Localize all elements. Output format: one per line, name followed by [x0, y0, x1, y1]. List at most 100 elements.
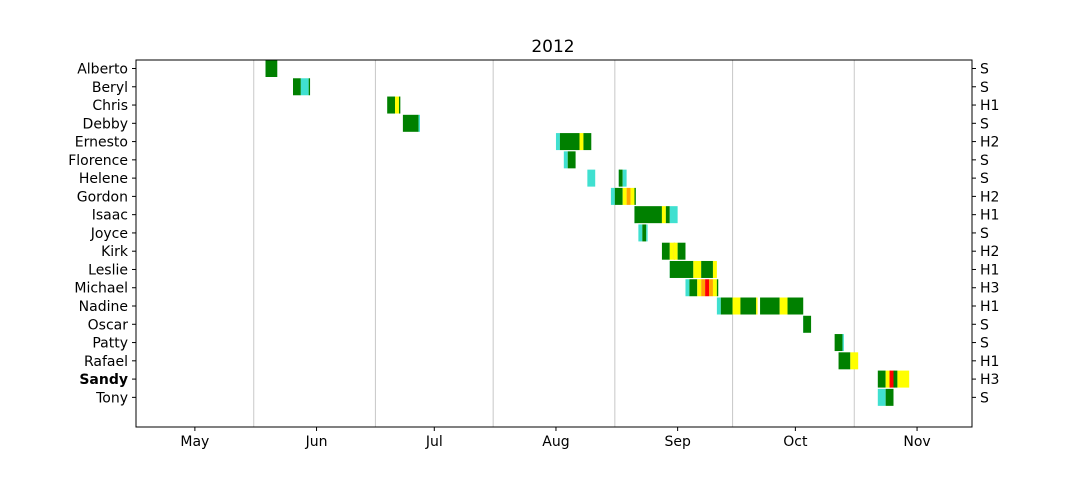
storm-segment — [398, 96, 401, 114]
storm-segment — [265, 60, 278, 77]
vertical-grid — [253, 60, 855, 427]
storm-row-sandy — [877, 370, 910, 388]
storm-row-ernesto — [555, 133, 592, 151]
storm-name-label: Nadine — [79, 299, 128, 315]
storm-segment — [618, 169, 623, 187]
storm-max-category-label: S — [980, 116, 989, 132]
x-tick-label: Jul — [425, 434, 443, 450]
storm-segment — [669, 242, 674, 260]
storm-name-label: Gordon — [77, 189, 128, 205]
storm-name-label: Joyce — [90, 226, 128, 242]
storm-segment — [638, 224, 643, 242]
storm-segment — [834, 334, 843, 352]
storm-segment — [716, 297, 721, 315]
storm-max-category-label: S — [980, 226, 989, 242]
storm-row-florence — [563, 151, 576, 169]
storm-max-category-label: S — [980, 153, 989, 169]
storm-max-category-label: S — [980, 171, 989, 187]
storm-segment — [897, 370, 910, 388]
storm-name-label: Florence — [68, 153, 128, 169]
storm-segment — [877, 370, 886, 388]
storm-segment — [634, 187, 636, 205]
storm-name-label: Debby — [83, 116, 128, 132]
storm-segment — [646, 224, 648, 242]
storm-segment — [630, 187, 635, 205]
storm-segment — [877, 388, 886, 406]
storm-segment — [885, 388, 894, 406]
storm-segment — [626, 187, 631, 205]
storm-max-category-label: H1 — [980, 299, 999, 315]
storm-name-label: Kirk — [101, 244, 129, 260]
storm-row-chris — [387, 96, 401, 114]
storm-segment — [665, 206, 670, 224]
storm-segment — [838, 352, 851, 370]
storm-segment — [716, 279, 719, 297]
x-tick-label: Jun — [305, 434, 328, 450]
storm-segment — [893, 370, 898, 388]
storm-row-beryl — [293, 78, 311, 96]
storm-segment — [779, 297, 788, 315]
storm-segment — [850, 352, 859, 370]
storm-segment — [685, 279, 690, 297]
storm-segment — [842, 334, 844, 352]
storm-name-label: Michael — [74, 281, 128, 297]
storm-name-label: Patty — [92, 336, 128, 352]
storm-name-label: Sandy — [79, 372, 128, 388]
storm-max-category-label: H1 — [980, 354, 999, 370]
x-tick-label: Aug — [542, 434, 569, 450]
storm-segment — [418, 114, 420, 132]
x-tick-label: Nov — [903, 434, 930, 450]
storm-name-label: Ernesto — [75, 135, 128, 151]
storm-name-label: Alberto — [77, 62, 128, 78]
storm-segment — [559, 133, 580, 151]
storm-segment — [701, 260, 713, 278]
storm-segment — [622, 169, 627, 187]
storm-row-joyce — [638, 224, 648, 242]
storm-segment — [709, 279, 713, 297]
storm-name-label: Rafael — [84, 354, 128, 370]
storm-segment — [712, 260, 717, 278]
storm-max-category-label: S — [980, 62, 989, 78]
storm-segment — [885, 370, 890, 388]
storm-row-nadine — [716, 297, 804, 315]
storm-bars — [265, 60, 910, 406]
storm-row-oscar — [803, 315, 812, 333]
storm-segment — [720, 297, 733, 315]
chart-title: 2012 — [531, 37, 574, 57]
storm-segment — [300, 78, 309, 96]
storm-max-category-label: H1 — [980, 98, 999, 114]
storm-max-category-label: H1 — [980, 208, 999, 224]
storm-name-label: Beryl — [92, 80, 128, 96]
storm-row-helene — [587, 169, 627, 187]
storm-row-patty — [834, 334, 844, 352]
storm-segment — [614, 187, 623, 205]
storm-segment — [732, 297, 741, 315]
storm-segment — [387, 96, 396, 114]
storm-max-category-label: S — [980, 80, 989, 96]
storm-segment — [740, 297, 757, 315]
storm-segment — [642, 224, 647, 242]
storm-segment — [555, 133, 560, 151]
x-tick-label: Oct — [783, 434, 808, 450]
storm-row-kirk — [661, 242, 686, 260]
storm-name-label: Oscar — [88, 317, 129, 333]
storm-segment — [402, 114, 419, 132]
storm-segment — [583, 133, 592, 151]
storm-max-category-label: S — [980, 336, 989, 352]
storm-row-michael — [685, 279, 719, 297]
storm-row-rafael — [838, 352, 859, 370]
storm-max-category-label: H1 — [980, 262, 999, 278]
x-tick-label: May — [180, 434, 209, 450]
storm-segment — [661, 206, 666, 224]
storm-row-leslie — [669, 260, 717, 278]
storm-segment — [563, 151, 568, 169]
storm-segment — [787, 297, 804, 315]
storm-name-label: Isaac — [92, 208, 128, 224]
storm-segment — [760, 297, 780, 315]
storm-segment — [293, 78, 301, 96]
storm-name-label: Tony — [95, 390, 128, 406]
storm-segment — [889, 370, 894, 388]
storm-row-tony — [877, 388, 894, 406]
storm-name-label: Leslie — [88, 262, 128, 278]
storm-segment — [689, 279, 698, 297]
